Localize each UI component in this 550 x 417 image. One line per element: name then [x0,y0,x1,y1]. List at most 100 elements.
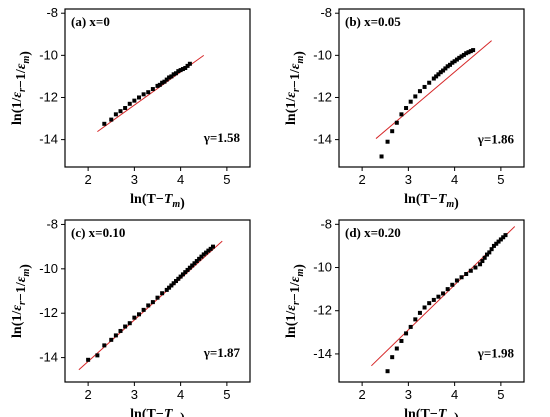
data-point [190,263,195,268]
data-point [123,324,128,329]
data-point [413,94,418,99]
data-point [417,310,422,315]
data-point [171,72,176,77]
x-tick-label: 5 [223,387,230,402]
data-point [150,87,155,92]
x-tick-label: 5 [497,172,504,187]
data-point [438,70,443,75]
data-point [494,241,499,246]
data-point [404,106,409,111]
data-point [171,281,176,286]
data-point [157,82,162,87]
data-point [160,291,165,296]
data-point [194,259,199,264]
data-point [146,303,151,308]
y-tick-label: -14 [39,132,58,147]
data-point [441,68,446,73]
data-point [471,48,476,53]
data-point [185,63,190,68]
data-point [141,307,146,312]
data-point [436,72,441,77]
data-point [183,270,188,275]
panel-a: 2 3 4 5 -14 -12 -10 -8 (a) x=0 γ=1.58 ln(T−Tm) ln(1… [10,5,251,211]
data-point [178,274,183,279]
data-point [482,255,487,260]
data-point [459,54,464,59]
data-point [146,90,151,95]
data-point [167,75,172,80]
data-point [450,282,455,287]
data-point [408,324,413,329]
y-axis-title: ln(1/εr−1/εm) [284,51,307,125]
data-point [178,68,183,73]
data-point [473,265,478,270]
x-tick-label: 2 [359,172,366,187]
data-point [478,262,483,267]
y-tick-label: -14 [313,346,332,361]
data-point [201,252,206,257]
y-tick-label: -8 [46,216,58,231]
data-point [180,67,185,72]
x-tick-label: 4 [451,387,458,402]
data-point [192,261,197,266]
x-tick-label: 2 [85,387,92,402]
data-point [113,112,118,117]
data-point [211,244,215,249]
y-axis-title: ln(1/εr−1/εm) [10,51,33,125]
panel-label: (d) x=0.20 [345,225,401,240]
y-tick-label: -12 [39,305,58,320]
data-point [427,80,432,85]
y-tick-label: -8 [320,5,332,20]
data-point [459,275,464,280]
data-point [109,117,114,122]
y-tick-label: -14 [313,132,332,147]
data-point [431,297,436,302]
x-tick-label: 2 [85,172,92,187]
data-point [155,295,160,300]
data-point [169,283,174,288]
data-point [176,69,181,74]
data-point [443,66,448,71]
data-point [503,233,508,238]
panel-label: (a) x=0 [71,14,110,29]
data-point [109,337,114,342]
data-point [501,235,506,240]
data-point [431,76,436,81]
data-point [118,109,123,114]
y-tick-label: -12 [313,89,332,104]
data-point [155,83,160,88]
gamma-annotation: γ=1.86 [477,132,515,147]
x-tick-label: 4 [451,172,458,187]
data-point [208,246,213,251]
plot-frame [338,219,525,383]
data-point [464,51,469,56]
data-point [485,252,489,257]
gamma-annotation: γ=1.87 [203,345,241,360]
data-point [399,338,404,343]
data-point [413,317,418,322]
data-point [448,62,452,67]
data-point [404,331,409,336]
y-tick-label: -10 [39,261,58,276]
data-point [176,276,181,281]
y-tick-label: -14 [39,350,58,365]
data-point [164,287,169,292]
gamma-annotation: γ=1.98 [477,345,515,360]
data-point [422,305,427,310]
data-point [489,247,494,252]
data-point [118,328,123,333]
x-tick-label: 3 [405,172,412,187]
panel-b: 2 3 4 5 -14 -12 -10 -8 (b) x=0.05 γ=1.86 ln(T−Tm) l… [284,5,525,211]
y-tick-label: -10 [313,260,332,275]
data-point [441,291,446,296]
data-point [390,129,395,134]
y-tick-label: -12 [39,89,58,104]
y-tick-label: -12 [313,303,332,318]
data-point [422,84,427,89]
data-point [445,64,450,69]
data-point [454,57,459,62]
x-tick-label: 5 [497,387,504,402]
data-point [127,101,132,106]
y-axis-title: ln(1/εr−1/εm) [284,264,307,338]
